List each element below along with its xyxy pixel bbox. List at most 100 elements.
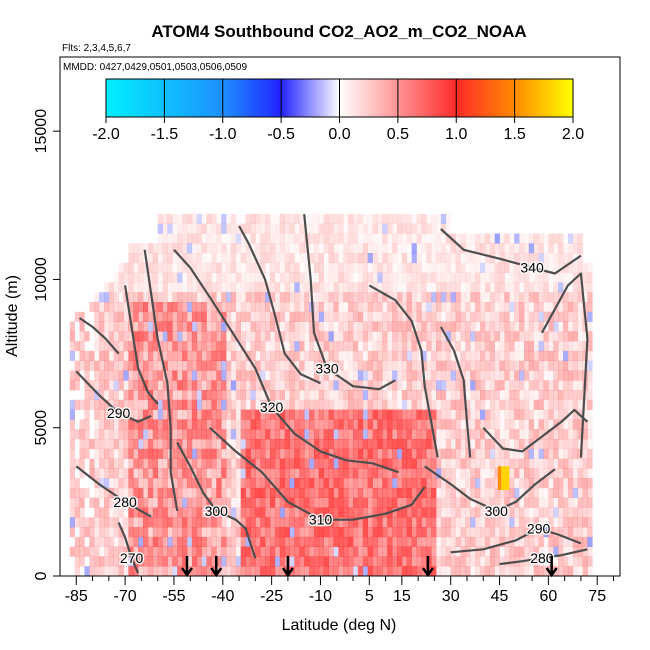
- heatmap-cell: [289, 282, 295, 293]
- heatmap-cell: [382, 302, 388, 313]
- heatmap-cell: [436, 243, 442, 254]
- heatmap-cell: [343, 556, 349, 567]
- heatmap-cell: [367, 302, 373, 313]
- heatmap-cell: [509, 370, 515, 381]
- heatmap-cell: [362, 272, 368, 283]
- heatmap-cell: [338, 243, 343, 253]
- heatmap-cell: [284, 321, 290, 332]
- heatmap-cell: [367, 507, 373, 518]
- heatmap-cell: [504, 273, 509, 283]
- heatmap-cell: [333, 321, 339, 332]
- heatmap-cell: [563, 380, 569, 391]
- heatmap-cell: [138, 478, 144, 489]
- heatmap-cell: [372, 546, 378, 557]
- heatmap-cell: [235, 536, 241, 547]
- flight-arrows: [180, 556, 558, 578]
- heatmap-cell: [99, 527, 105, 538]
- heatmap-cell: [245, 282, 251, 293]
- heatmap-cell: [314, 546, 320, 557]
- heatmap-cell: [250, 282, 256, 293]
- heatmap-cell: [343, 390, 349, 401]
- heatmap-cell: [504, 360, 510, 371]
- heatmap-cell: [348, 213, 354, 224]
- heatmap-cell: [289, 546, 295, 557]
- heatmap-cell: [563, 468, 569, 479]
- heatmap-cell: [426, 262, 432, 273]
- heatmap-cell: [338, 458, 344, 469]
- heatmap-cell: [147, 399, 154, 410]
- heatmap-cell: [162, 292, 168, 303]
- heatmap-cell: [304, 478, 310, 489]
- heatmap-cell: [162, 302, 168, 313]
- heatmap-cell: [528, 302, 534, 313]
- heatmap-cell: [372, 487, 378, 498]
- heatmap-cell: [563, 409, 569, 420]
- heatmap-cell: [553, 497, 559, 508]
- heatmap-cell: [519, 487, 525, 498]
- heatmap-cell: [187, 478, 193, 489]
- heatmap-cell: [470, 321, 476, 332]
- heatmap-cell: [514, 253, 520, 264]
- heatmap-cell: [230, 536, 237, 547]
- heatmap-cell: [528, 233, 534, 244]
- heatmap-cell: [489, 409, 495, 420]
- heatmap-cell: [480, 409, 486, 420]
- heatmap-cell: [348, 272, 354, 283]
- heatmap-cell: [221, 302, 227, 313]
- heatmap-cell: [250, 399, 256, 410]
- heatmap-cell: [260, 566, 266, 576]
- heatmap-cell: [499, 536, 505, 547]
- heatmap-cell: [260, 556, 266, 567]
- heatmap-cell: [157, 350, 163, 361]
- heatmap-cell: [240, 292, 246, 303]
- heatmap-cell: [250, 478, 256, 489]
- heatmap-cell: [235, 546, 241, 557]
- heatmap-cell: [582, 399, 588, 410]
- heatmap-cell: [211, 409, 217, 420]
- heatmap-cell: [577, 380, 583, 391]
- heatmap-cell: [567, 360, 574, 371]
- heatmap-cell: [138, 546, 144, 557]
- heatmap-cell: [182, 399, 188, 410]
- heatmap-cell: [533, 487, 539, 498]
- heatmap-cell: [133, 429, 139, 440]
- heatmap-cell: [362, 497, 368, 508]
- heatmap-cell: [279, 429, 285, 440]
- heatmap-cell: [582, 350, 588, 361]
- heatmap-cell: [230, 487, 237, 498]
- heatmap-cell: [216, 292, 222, 303]
- heatmap-cell: [206, 321, 212, 332]
- heatmap-cell: [440, 360, 447, 371]
- heatmap-cell: [421, 419, 427, 430]
- heatmap-cell: [314, 370, 320, 381]
- heatmap-cell: [401, 341, 408, 352]
- heatmap-cell: [392, 292, 398, 303]
- heatmap-cell: [289, 223, 295, 234]
- heatmap-cell: [372, 282, 378, 293]
- heatmap-cell: [274, 419, 281, 430]
- heatmap-cell: [216, 282, 222, 293]
- heatmap-cell: [294, 233, 300, 244]
- heatmap-cell: [299, 263, 304, 273]
- heatmap-cell: [519, 536, 525, 547]
- heatmap-cell: [162, 536, 168, 547]
- heatmap-cell: [582, 409, 588, 420]
- heatmap-cell: [299, 468, 305, 479]
- heatmap-cell: [587, 527, 593, 538]
- heatmap-cell: [416, 292, 422, 303]
- heatmap-cell: [563, 253, 569, 264]
- heatmap-cell: [524, 507, 530, 518]
- heatmap-cell: [348, 399, 354, 410]
- heatmap-cell: [333, 527, 339, 538]
- heatmap-cell: [265, 233, 271, 244]
- heatmap-cell: [514, 331, 520, 342]
- heatmap-cell: [328, 253, 334, 264]
- heatmap-cell: [553, 507, 559, 518]
- heatmap-cell: [338, 399, 344, 410]
- heatmap-cell: [519, 527, 525, 538]
- heatmap-cell: [582, 478, 588, 489]
- heatmap-cell: [440, 458, 447, 469]
- heatmap-cell: [348, 448, 354, 459]
- heatmap-cell: [348, 527, 354, 538]
- heatmap-cell: [455, 341, 461, 352]
